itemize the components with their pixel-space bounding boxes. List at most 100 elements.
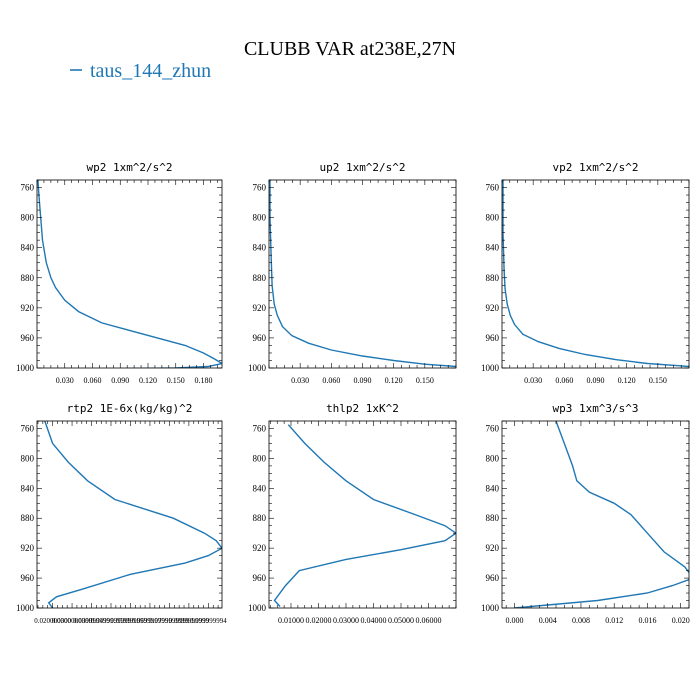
y-tick-label: 960	[253, 573, 267, 583]
series-line	[44, 421, 222, 608]
y-tick-label: 760	[253, 183, 267, 193]
x-tick-label: 0.180	[195, 376, 213, 385]
y-tick-label: 880	[253, 513, 267, 523]
x-tick-label: 0.090	[587, 376, 605, 385]
x-tick-label: 0.120	[139, 376, 157, 385]
x-tick-label: 0.03000	[333, 616, 359, 625]
subplot-title: thlp2 1xK^2	[326, 402, 399, 415]
y-tick-label: 800	[253, 453, 267, 463]
series-line	[269, 180, 456, 368]
x-tick-label: 0.05000	[388, 616, 414, 625]
x-tick-label: 0.069999999	[132, 617, 169, 625]
y-tick-label: 960	[21, 573, 35, 583]
y-tick-label: 880	[21, 273, 35, 283]
y-tick-label: 760	[253, 423, 267, 433]
x-tick-label: 0.090	[111, 376, 129, 385]
plot-frame	[501, 179, 690, 369]
y-tick-label: 1000	[481, 603, 500, 613]
y-tick-label: 800	[486, 453, 500, 463]
x-tick-label: 0.0499999999	[91, 617, 132, 625]
y-tick-label: 840	[21, 483, 35, 493]
subplot-title: rtp2 1E-6x(kg/kg)^2	[67, 402, 193, 415]
x-tick-label: 0.04000	[361, 616, 387, 625]
x-tick-label: 0.016	[638, 616, 656, 625]
y-tick-label: 960	[486, 333, 500, 343]
y-tick-label: 1000	[16, 363, 35, 373]
y-tick-label: 760	[486, 183, 500, 193]
subplot-5: thlp2 1xK^2 760 800 840 880 920 960 1000 0.01000…	[248, 402, 457, 625]
y-tick-label: 960	[486, 573, 500, 583]
y-tick-label: 920	[253, 303, 267, 313]
y-tick-label: 920	[21, 543, 35, 553]
plot-frame	[268, 179, 457, 369]
y-tick-label: 920	[21, 303, 35, 313]
x-tick-label: 0.060	[84, 376, 102, 385]
legend-label: taus_144_zhun	[90, 60, 211, 82]
x-tick-label: 0.0899999999	[169, 617, 210, 625]
plot-frame	[501, 420, 690, 609]
y-tick-label: 1000	[16, 603, 35, 613]
y-tick-label: 880	[486, 513, 500, 523]
x-tick-label: 0.120	[385, 376, 403, 385]
subplot-2: up2 1xm^2/s^2 760 800 840 880 920 960 1000 0.030…	[248, 161, 457, 385]
y-tick-label: 880	[486, 273, 500, 283]
x-tick-label: 0.090	[354, 376, 372, 385]
y-tick-label: 840	[486, 243, 500, 253]
x-tick-label: 0.150	[416, 376, 434, 385]
x-tick-label: 0.02000	[306, 616, 332, 625]
plot-frame	[36, 179, 223, 369]
x-tick-label: 0.030	[56, 376, 74, 385]
subplot-1: wp2 1xm^2/s^2 760 800 840 880 920 960 1000 0.030…	[16, 161, 223, 385]
x-tick-label: 0.06000	[416, 616, 442, 625]
subplot-title: up2 1xm^2/s^2	[319, 161, 405, 174]
y-tick-label: 880	[253, 273, 267, 283]
y-tick-label: 840	[253, 483, 267, 493]
y-tick-label: 800	[21, 213, 35, 223]
subplot-title: wp3 1xm^3/s^3	[552, 402, 638, 415]
x-tick-label: 0.030	[291, 376, 309, 385]
y-tick-label: 800	[21, 453, 35, 463]
y-tick-label: 1000	[248, 603, 267, 613]
plot-frame	[36, 420, 223, 609]
subplot-title: vp2 1xm^2/s^2	[552, 161, 638, 174]
x-tick-label: 0.000	[505, 616, 523, 625]
legend: taus_144_zhun	[70, 60, 211, 82]
x-tick-label: 0.0599999999	[110, 617, 151, 625]
series-line	[37, 180, 222, 368]
y-tick-label: 960	[253, 333, 267, 343]
series-line	[273, 424, 456, 607]
x-tick-label: 0.060	[322, 376, 340, 385]
x-tick-label: 0.120	[618, 376, 636, 385]
y-tick-label: 880	[21, 513, 35, 523]
y-tick-label: 760	[21, 183, 35, 193]
y-tick-label: 920	[486, 303, 500, 313]
subplot-6: wp3 1xm^3/s^3 760 800 840 880 920 960 1000 0.000…	[481, 402, 690, 625]
series-line	[502, 180, 689, 368]
y-tick-label: 760	[486, 423, 500, 433]
x-tick-label: 0.099999994	[190, 617, 227, 625]
y-tick-label: 800	[253, 213, 267, 223]
x-tick-label: 0.060	[555, 376, 573, 385]
subplot-grid: wp2 1xm^2/s^2 760 800 840 880 920 960 1000 0.030…	[16, 161, 690, 625]
x-tick-label: 0.150	[167, 376, 185, 385]
x-tick-label: 0.004	[539, 616, 557, 625]
x-tick-label: 0.012	[605, 616, 623, 625]
x-tick-label: 0.0300000000	[52, 617, 93, 625]
x-tick-label: 0.030	[524, 376, 542, 385]
figure-title: CLUBB VAR at238E,27N	[244, 38, 456, 60]
y-tick-label: 920	[486, 543, 500, 553]
series-line	[514, 421, 689, 608]
y-tick-label: 840	[253, 243, 267, 253]
x-tick-label: 0.01000	[278, 616, 304, 625]
x-tick-label: 0.020	[672, 616, 690, 625]
x-tick-label: 0.020000000	[34, 617, 71, 625]
subplot-title: wp2 1xm^2/s^2	[86, 161, 172, 174]
y-tick-label: 1000	[481, 363, 500, 373]
x-tick-label: 0.0799999999	[149, 617, 190, 625]
plot-frame	[268, 420, 457, 609]
x-tick-label: 0.039999999	[73, 617, 110, 625]
y-tick-label: 1000	[248, 363, 267, 373]
x-tick-label: 0.150	[649, 376, 667, 385]
y-tick-label: 840	[21, 243, 35, 253]
